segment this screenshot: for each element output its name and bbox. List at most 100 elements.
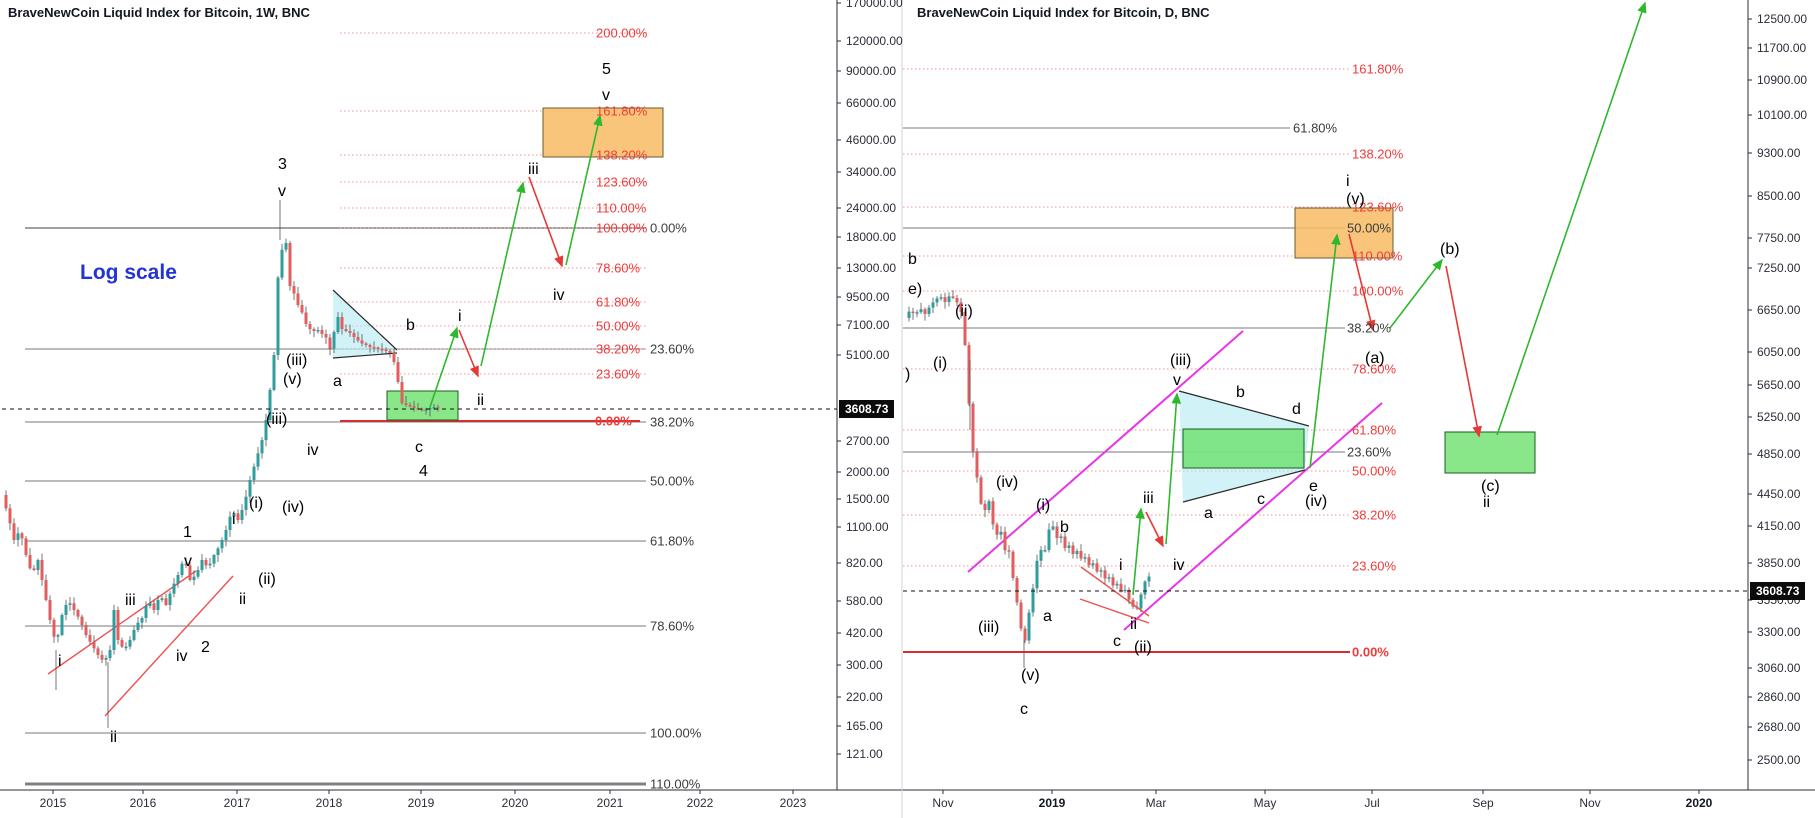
price-tick-label[interactable]: 66000.00 bbox=[846, 96, 897, 110]
price-tick-label[interactable]: 46000.00 bbox=[846, 133, 897, 147]
wave-label-iii[interactable]: (iii) bbox=[286, 352, 308, 369]
wave-label-iv[interactable]: (iv) bbox=[1305, 493, 1328, 510]
time-tick-label[interactable]: 2020 bbox=[501, 796, 529, 810]
wave-label-a[interactable]: a bbox=[1043, 608, 1052, 625]
price-tick-label[interactable]: 10900.00 bbox=[1757, 73, 1808, 87]
red-projection-arrow[interactable] bbox=[458, 329, 479, 378]
wave-label-iii[interactable]: (iii) bbox=[266, 411, 288, 428]
wave-label-ii[interactable]: ii bbox=[239, 591, 247, 608]
wave-label-b[interactable]: (b) bbox=[1440, 241, 1460, 258]
wave-label-v[interactable]: v bbox=[184, 553, 192, 570]
trend-line-red[interactable] bbox=[47, 570, 197, 675]
price-tick-label[interactable]: 120000.00 bbox=[846, 34, 903, 48]
wave-label-v[interactable]: v bbox=[602, 87, 610, 104]
red-projection-arrow[interactable] bbox=[1348, 233, 1376, 332]
wave-label-iv[interactable]: iv bbox=[1173, 557, 1185, 574]
wave-label-ii[interactable]: (ii) bbox=[1134, 639, 1152, 656]
wave-label-i[interactable]: i bbox=[1119, 557, 1123, 574]
wave-label-b[interactable]: b bbox=[908, 251, 917, 268]
wave-label-b[interactable]: b bbox=[1236, 384, 1245, 401]
wave-label-v[interactable]: v bbox=[278, 183, 286, 200]
wave-label-c[interactable]: c bbox=[1113, 633, 1121, 650]
wave-label-d[interactable]: d bbox=[1292, 401, 1301, 418]
pennant-edge[interactable] bbox=[1182, 469, 1306, 503]
wave-label-b[interactable]: b bbox=[406, 317, 415, 334]
price-tick-label[interactable]: 18000.00 bbox=[846, 230, 897, 244]
wave-label-i[interactable]: (i) bbox=[1036, 497, 1051, 514]
price-tick-label[interactable]: 10100.00 bbox=[1757, 108, 1808, 122]
trend-line-red[interactable] bbox=[104, 575, 234, 717]
price-tick-label[interactable]: 3300.00 bbox=[1757, 625, 1801, 639]
red-projection-arrow[interactable] bbox=[528, 176, 564, 268]
wave-label-iv[interactable]: (iv) bbox=[996, 474, 1019, 491]
time-tick-label[interactable]: 2020 bbox=[1685, 796, 1713, 810]
time-tick-label[interactable]: May bbox=[1253, 796, 1277, 810]
price-tick-label[interactable]: 121.00 bbox=[846, 747, 883, 761]
wave-label-v[interactable]: (v) bbox=[283, 371, 302, 388]
green-projection-arrow[interactable] bbox=[1496, 1, 1647, 436]
time-tick-label[interactable]: Mar bbox=[1145, 796, 1167, 810]
price-tick-label[interactable]: 820.00 bbox=[846, 556, 883, 570]
time-tick-label[interactable]: 2023 bbox=[779, 796, 807, 810]
wave-label-a[interactable]: a bbox=[1204, 505, 1213, 522]
wave-label-i[interactable]: i bbox=[1346, 173, 1350, 190]
wave-label-ii[interactable]: (ii) bbox=[955, 303, 973, 320]
price-tick-label[interactable]: 9300.00 bbox=[1757, 146, 1801, 160]
wave-label-iii[interactable]: iii bbox=[528, 161, 539, 178]
price-tick-label[interactable]: 165.00 bbox=[846, 719, 883, 733]
time-tick-label[interactable]: 2017 bbox=[223, 796, 251, 810]
wave-label-iii[interactable]: iii bbox=[125, 592, 136, 609]
price-tick-label[interactable]: 6650.00 bbox=[1757, 303, 1801, 317]
price-tick-label[interactable]: 12500.00 bbox=[1757, 12, 1808, 26]
green-projection-arrow[interactable] bbox=[1132, 507, 1145, 596]
price-tick-label[interactable]: 13000.00 bbox=[846, 261, 897, 275]
price-tick-label[interactable]: 220.00 bbox=[846, 690, 883, 704]
time-tick-label[interactable]: Nov bbox=[1579, 796, 1601, 810]
wave-label-iv[interactable]: (iv) bbox=[282, 499, 305, 516]
time-tick-label[interactable]: Nov bbox=[932, 796, 954, 810]
price-tick-label[interactable]: 4850.00 bbox=[1757, 447, 1801, 461]
trend-line-magenta[interactable] bbox=[1123, 402, 1383, 631]
wave-label-iv[interactable]: iv bbox=[307, 442, 319, 459]
price-tick-label[interactable]: 420.00 bbox=[846, 626, 883, 640]
price-tick-label[interactable]: 170000.00 bbox=[846, 0, 903, 10]
trend-line-magenta[interactable] bbox=[967, 330, 1244, 573]
wave-label-v[interactable]: (v) bbox=[1346, 191, 1365, 208]
pennant-edge[interactable] bbox=[332, 289, 398, 351]
wave-label-iv[interactable]: iv bbox=[553, 287, 565, 304]
pennant-edge[interactable] bbox=[332, 352, 398, 359]
price-tick-label[interactable]: 4450.00 bbox=[1757, 487, 1801, 501]
green-projection-arrow[interactable] bbox=[1165, 392, 1182, 545]
time-tick-label[interactable]: Sep bbox=[1472, 796, 1494, 810]
red-projection-arrow[interactable] bbox=[1145, 511, 1164, 548]
price-tick-label[interactable]: 5250.00 bbox=[1757, 410, 1801, 424]
green-target-box[interactable] bbox=[1444, 431, 1536, 474]
wave-label-ii[interactable]: (ii) bbox=[258, 571, 276, 588]
wave-label-ii[interactable]: ii bbox=[1483, 494, 1491, 511]
orange-target-box[interactable] bbox=[542, 107, 664, 158]
wave-label-iii[interactable]: (iii) bbox=[1170, 352, 1192, 369]
price-tick-label[interactable]: 3850.00 bbox=[1757, 556, 1801, 570]
price-tick-label[interactable]: 7250.00 bbox=[1757, 261, 1801, 275]
time-tick-label[interactable]: 2019 bbox=[407, 796, 435, 810]
price-tick-label[interactable]: 90000.00 bbox=[846, 64, 897, 78]
wave-label-e[interactable]: e) bbox=[908, 281, 923, 298]
red-projection-arrow[interactable] bbox=[1445, 265, 1482, 438]
wave-label-e[interactable]: e bbox=[1309, 478, 1318, 495]
trend-line-redthin[interactable] bbox=[1079, 598, 1150, 624]
time-tick-label[interactable]: 2016 bbox=[129, 796, 157, 810]
wave-label-4[interactable]: 4 bbox=[419, 463, 428, 480]
green-target-box[interactable] bbox=[1182, 428, 1305, 469]
price-tick-label[interactable]: 2000.00 bbox=[846, 465, 890, 479]
price-tick-label[interactable]: 7750.00 bbox=[1757, 231, 1801, 245]
price-tick-label[interactable]: 5100.00 bbox=[846, 348, 890, 362]
wave-label-c[interactable]: c bbox=[1257, 491, 1265, 508]
time-tick-label[interactable]: 2021 bbox=[596, 796, 624, 810]
wave-label-v[interactable]: (v) bbox=[1021, 667, 1040, 684]
price-tick-label[interactable]: 5650.00 bbox=[1757, 378, 1801, 392]
log-scale-annotation[interactable]: Log scale bbox=[80, 261, 177, 284]
wave-label-i[interactable]: i bbox=[458, 308, 462, 325]
wave-label-i[interactable]: (i) bbox=[933, 355, 948, 372]
price-tick-label[interactable]: 1100.00 bbox=[846, 520, 889, 534]
wave-label-a[interactable]: a bbox=[333, 373, 342, 390]
